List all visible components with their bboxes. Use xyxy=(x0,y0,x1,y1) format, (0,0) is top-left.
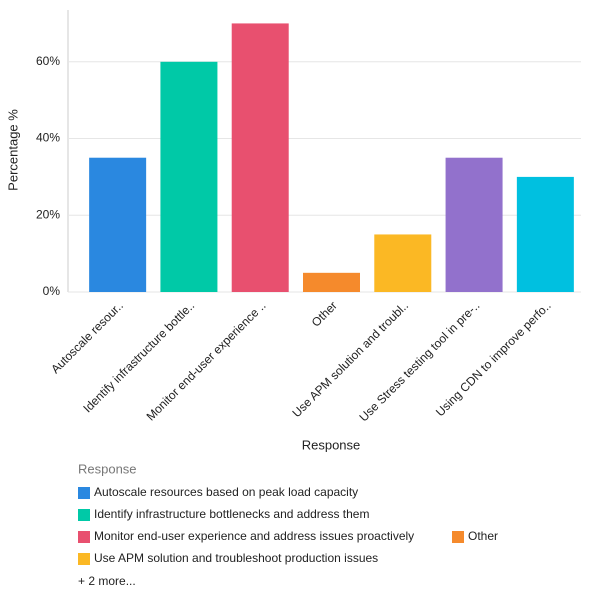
legend-swatch xyxy=(78,531,90,543)
legend-label: Monitor end-user experience and address … xyxy=(94,529,414,543)
bar xyxy=(374,234,432,292)
legend-label: Use APM solution and troubleshoot produc… xyxy=(94,551,378,565)
x-tick-label: Other xyxy=(309,298,340,329)
bar xyxy=(303,272,360,292)
bar xyxy=(231,23,289,293)
y-tick-label: 40% xyxy=(36,131,60,145)
legend-more[interactable]: + 2 more... xyxy=(78,574,136,588)
x-tick-label: Autoscale resour.. xyxy=(48,298,126,376)
x-axis-title: Response xyxy=(302,437,361,452)
y-tick-label: 0% xyxy=(43,284,61,298)
x-tick-label: Use APM solution and troubl.. xyxy=(289,298,411,420)
y-tick-label: 20% xyxy=(36,207,60,221)
y-tick-label: 60% xyxy=(36,54,60,68)
x-tick-label: Monitor end-user experience .. xyxy=(144,298,269,423)
legend-label: Other xyxy=(468,529,498,543)
bar xyxy=(89,157,147,292)
legend-label: Identify infrastructure bottlenecks and … xyxy=(94,507,369,521)
legend-swatch xyxy=(78,487,90,499)
legend-label: Autoscale resources based on peak load c… xyxy=(94,485,358,499)
legend-swatch xyxy=(78,553,90,565)
y-axis-title: Percentage % xyxy=(5,109,20,191)
x-tick-label: Use Stress testing tool in pre-.. xyxy=(357,298,483,424)
x-tick-label: Using CDN to improve perfo.. xyxy=(433,298,554,419)
legend-swatch xyxy=(452,531,464,543)
bar xyxy=(445,157,503,292)
bar xyxy=(160,61,218,293)
legend-swatch xyxy=(78,509,90,521)
bar xyxy=(516,176,574,292)
legend-title: Response xyxy=(78,461,137,476)
